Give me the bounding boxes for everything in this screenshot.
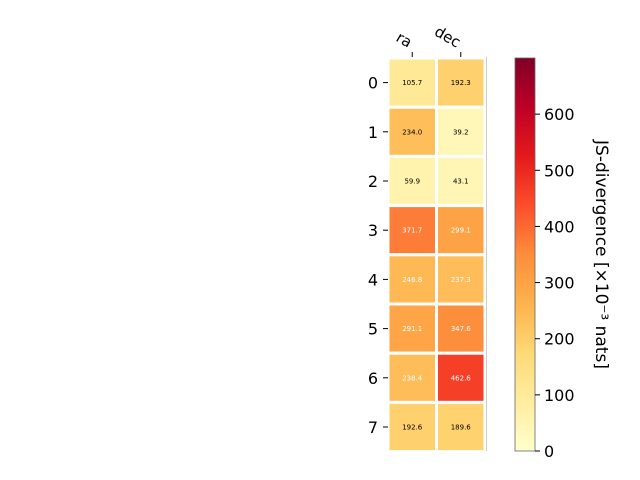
row-label-5: 5 bbox=[368, 320, 378, 339]
cell-value-label: 189.6 bbox=[451, 424, 472, 432]
colorbar-tick-label: 0 bbox=[544, 442, 554, 461]
cell-value-label: 299.1 bbox=[451, 227, 471, 235]
cell-value-label: 234.0 bbox=[402, 128, 422, 136]
cell-value-label: 192.6 bbox=[402, 424, 423, 432]
column-label-dec: dec bbox=[431, 22, 463, 51]
cell-value-label: 371.7 bbox=[402, 227, 422, 235]
row-label-2: 2 bbox=[368, 172, 378, 191]
cell-value-label: 347.6 bbox=[451, 325, 472, 333]
cell-value-label: 291.1 bbox=[402, 325, 422, 333]
colorbar-label: JS-divergence [×10⁻³ nats] bbox=[591, 139, 611, 369]
cell-value-label: 237.3 bbox=[451, 276, 471, 284]
row-label-4: 4 bbox=[368, 270, 378, 289]
colorbar-tick-label: 500 bbox=[544, 161, 575, 180]
colorbar-tick-label: 100 bbox=[544, 386, 575, 405]
heatmap-cells: 105.7 192.3 234.0 39.2 59.9 43.1 371.7 299.1 246… bbox=[386, 56, 487, 454]
colorbar-ticks: 0 100 200 300 400 500 600 bbox=[535, 105, 575, 461]
cell-value-label: 105.7 bbox=[402, 79, 422, 87]
colorbar: 0 100 200 300 400 500 600 JS-divergence [×10⁻³… bbox=[514, 57, 611, 461]
cell-value-label: 238.4 bbox=[402, 374, 423, 382]
heatmap-cell-3-dec bbox=[435, 204, 487, 257]
colorbar-tick-label: 400 bbox=[544, 217, 575, 236]
heatmap-cell-4-dec bbox=[435, 253, 487, 306]
cell-value-label: 462.6 bbox=[451, 374, 472, 382]
row-label-3: 3 bbox=[368, 221, 378, 240]
cell-value-label: 43.1 bbox=[453, 178, 469, 186]
cell-value-label: 192.3 bbox=[451, 79, 471, 87]
column-labels: ra dec bbox=[393, 22, 464, 57]
colorbar-gradient bbox=[514, 57, 536, 452]
row-label-0: 0 bbox=[368, 74, 378, 93]
heatmap-cell-1-dec bbox=[435, 105, 487, 158]
heatmap-cell-2-dec bbox=[435, 154, 487, 208]
cell-value-label: 39.2 bbox=[453, 128, 469, 136]
row-labels: 0 1 2 3 4 5 6 7 bbox=[368, 74, 388, 437]
column-label-ra: ra bbox=[393, 28, 415, 51]
colorbar-tick-label: 600 bbox=[544, 105, 575, 124]
colorbar-tick-label: 300 bbox=[544, 274, 575, 293]
colorbar-tick-label: 200 bbox=[544, 330, 575, 349]
row-label-7: 7 bbox=[368, 418, 378, 437]
cell-value-label: 246.8 bbox=[402, 276, 422, 284]
cell-value-label: 59.9 bbox=[404, 178, 420, 186]
heatmap-cell-7-dec bbox=[435, 400, 487, 454]
row-label-1: 1 bbox=[368, 123, 378, 142]
row-label-6: 6 bbox=[368, 369, 378, 388]
